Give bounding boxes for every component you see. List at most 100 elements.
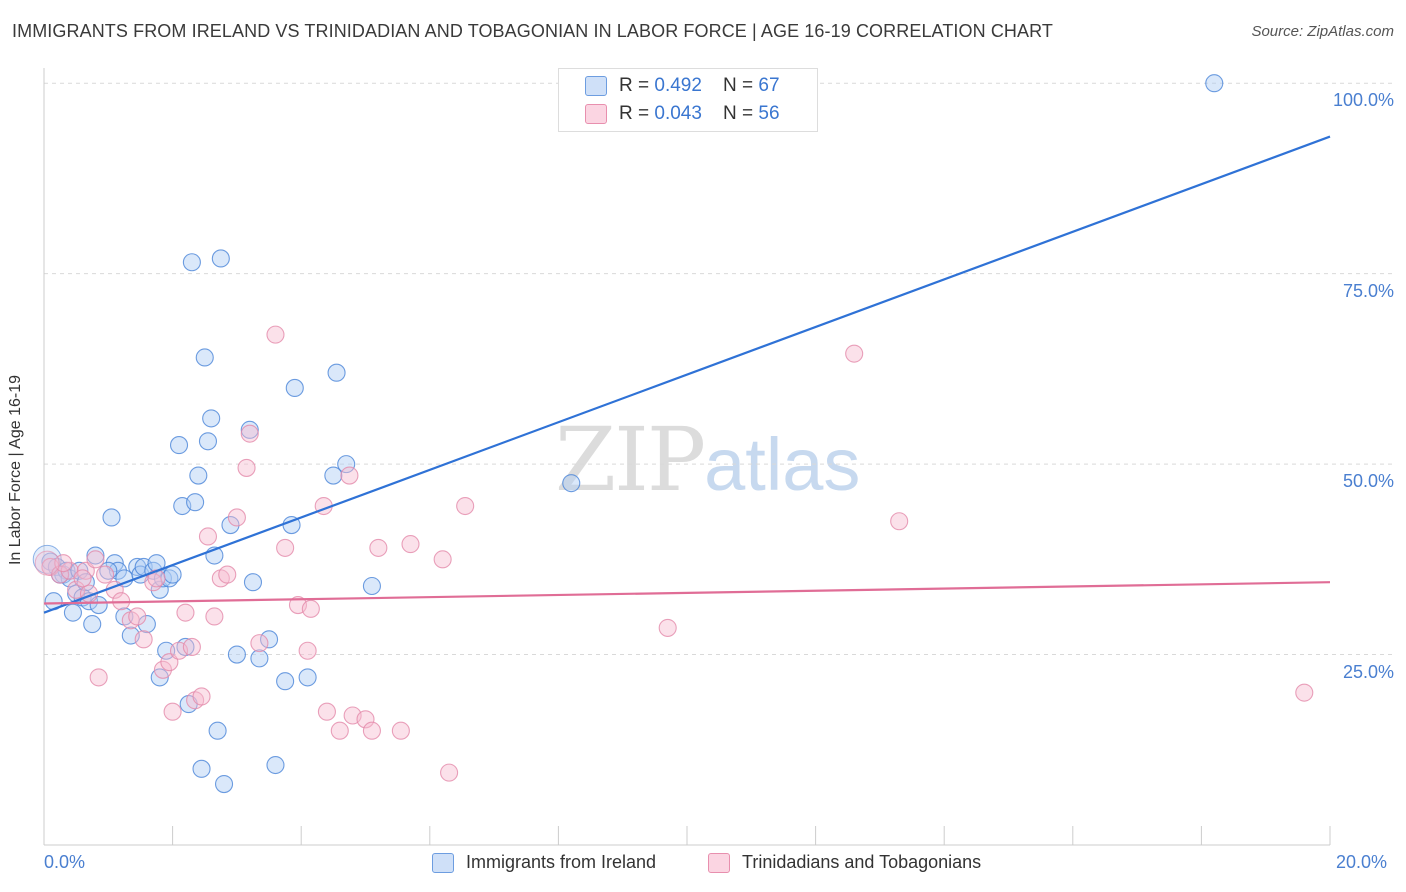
data-point bbox=[362, 576, 381, 596]
legend-label-ireland: Immigrants from Ireland bbox=[466, 852, 657, 872]
data-point bbox=[214, 775, 234, 794]
data-point bbox=[221, 516, 240, 535]
data-point bbox=[102, 508, 121, 527]
data-point bbox=[317, 702, 336, 721]
data-point bbox=[362, 721, 381, 740]
legend-swatch-trinidad bbox=[585, 104, 607, 124]
data-point bbox=[433, 550, 452, 569]
data-point bbox=[237, 458, 256, 477]
data-point bbox=[192, 687, 211, 706]
y-tick-label: 25.0% bbox=[1342, 661, 1394, 682]
axes bbox=[43, 68, 1331, 846]
data-point bbox=[240, 424, 259, 443]
correlation-legend: R = 0.492 N = 67 R = 0.043 N = 56 bbox=[558, 68, 818, 132]
data-point bbox=[182, 253, 201, 272]
data-point bbox=[176, 603, 195, 622]
y-axis-label: In Labor Force | Age 16-19 bbox=[7, 374, 24, 566]
data-point bbox=[163, 702, 182, 721]
data-point bbox=[86, 546, 105, 565]
data-point bbox=[153, 660, 173, 679]
data-point bbox=[198, 527, 218, 546]
data-point bbox=[250, 649, 269, 668]
data-point bbox=[250, 634, 269, 653]
gridlines bbox=[44, 82, 1392, 656]
data-point bbox=[198, 432, 218, 451]
data-point bbox=[298, 641, 317, 660]
data-point bbox=[327, 363, 346, 382]
data-point bbox=[391, 721, 410, 740]
legend-swatch-ireland bbox=[585, 76, 607, 96]
series-ireland-points bbox=[32, 74, 1224, 794]
data-point bbox=[169, 436, 189, 455]
data-point bbox=[192, 759, 211, 778]
data-point bbox=[182, 637, 201, 656]
data-point bbox=[227, 508, 246, 527]
data-point bbox=[186, 493, 205, 512]
data-point bbox=[227, 645, 246, 664]
data-point bbox=[208, 721, 227, 740]
data-point bbox=[89, 668, 108, 687]
data-point bbox=[134, 630, 153, 649]
data-point bbox=[285, 378, 304, 397]
data-point bbox=[163, 565, 182, 584]
data-point bbox=[440, 763, 459, 782]
data-point bbox=[266, 755, 285, 775]
data-point bbox=[1205, 74, 1224, 93]
data-point bbox=[96, 565, 115, 584]
data-point bbox=[324, 466, 343, 485]
data-point bbox=[195, 348, 214, 367]
legend-n-value: 67 bbox=[758, 75, 780, 96]
data-point bbox=[456, 496, 475, 516]
data-point bbox=[73, 569, 92, 588]
legend-r-value: 0.043 bbox=[654, 103, 702, 124]
data-point bbox=[128, 607, 147, 626]
series-trinidad-points bbox=[34, 325, 1314, 782]
data-point bbox=[189, 466, 208, 485]
data-point bbox=[153, 569, 173, 588]
chart-title: IMMIGRANTS FROM IRELAND VS TRINIDADIAN A… bbox=[12, 21, 1053, 41]
data-point bbox=[890, 512, 909, 531]
legend-item-ireland: Immigrants from Ireland bbox=[432, 852, 656, 873]
data-point bbox=[276, 672, 295, 691]
data-point bbox=[276, 538, 295, 557]
legend-swatch-ireland bbox=[432, 852, 454, 873]
data-point bbox=[298, 668, 317, 687]
data-point bbox=[243, 573, 263, 592]
data-point bbox=[658, 618, 677, 637]
legend-n-label: N = bbox=[723, 103, 759, 124]
legend-r-label: R = bbox=[619, 75, 655, 96]
legend-n-value: 56 bbox=[758, 103, 780, 124]
data-point bbox=[54, 554, 73, 573]
y-tick-label: 50.0% bbox=[1342, 471, 1394, 492]
data-point bbox=[401, 535, 420, 554]
data-point bbox=[240, 420, 259, 439]
data-point bbox=[266, 325, 285, 344]
data-point bbox=[356, 710, 375, 729]
trend-line-ireland bbox=[43, 135, 1331, 614]
data-point-cluster bbox=[34, 550, 60, 576]
legend-swatch-trinidad bbox=[708, 852, 730, 873]
x-tick-label-min: 0.0% bbox=[44, 852, 86, 872]
data-point bbox=[63, 603, 82, 622]
y-tick-label: 100.0% bbox=[1332, 90, 1394, 111]
y-tick-label: 75.0% bbox=[1342, 280, 1394, 301]
data-point bbox=[205, 607, 224, 626]
watermark-zip: ZIP bbox=[555, 408, 706, 511]
legend-item-trinidad: Trinidadians and Tobagonians bbox=[708, 852, 981, 873]
x-tick-label-max: 20.0% bbox=[1336, 852, 1388, 872]
data-point bbox=[157, 641, 176, 660]
trend-line-trinidad bbox=[43, 581, 1331, 605]
data-point bbox=[86, 550, 105, 569]
data-point bbox=[259, 630, 279, 649]
data-point bbox=[301, 599, 320, 618]
legend-n-label: N = bbox=[723, 75, 759, 96]
legend-r-label: R = bbox=[619, 103, 655, 124]
legend-label-trinidad: Trinidadians and Tobagonians bbox=[742, 852, 982, 872]
data-point bbox=[330, 721, 349, 740]
data-point bbox=[340, 466, 359, 485]
trend-lines bbox=[43, 135, 1331, 614]
data-point bbox=[337, 455, 356, 474]
data-point bbox=[562, 474, 581, 493]
series-legend: Immigrants from Ireland Trinidadians and… bbox=[0, 852, 1406, 878]
data-point bbox=[1295, 683, 1314, 702]
